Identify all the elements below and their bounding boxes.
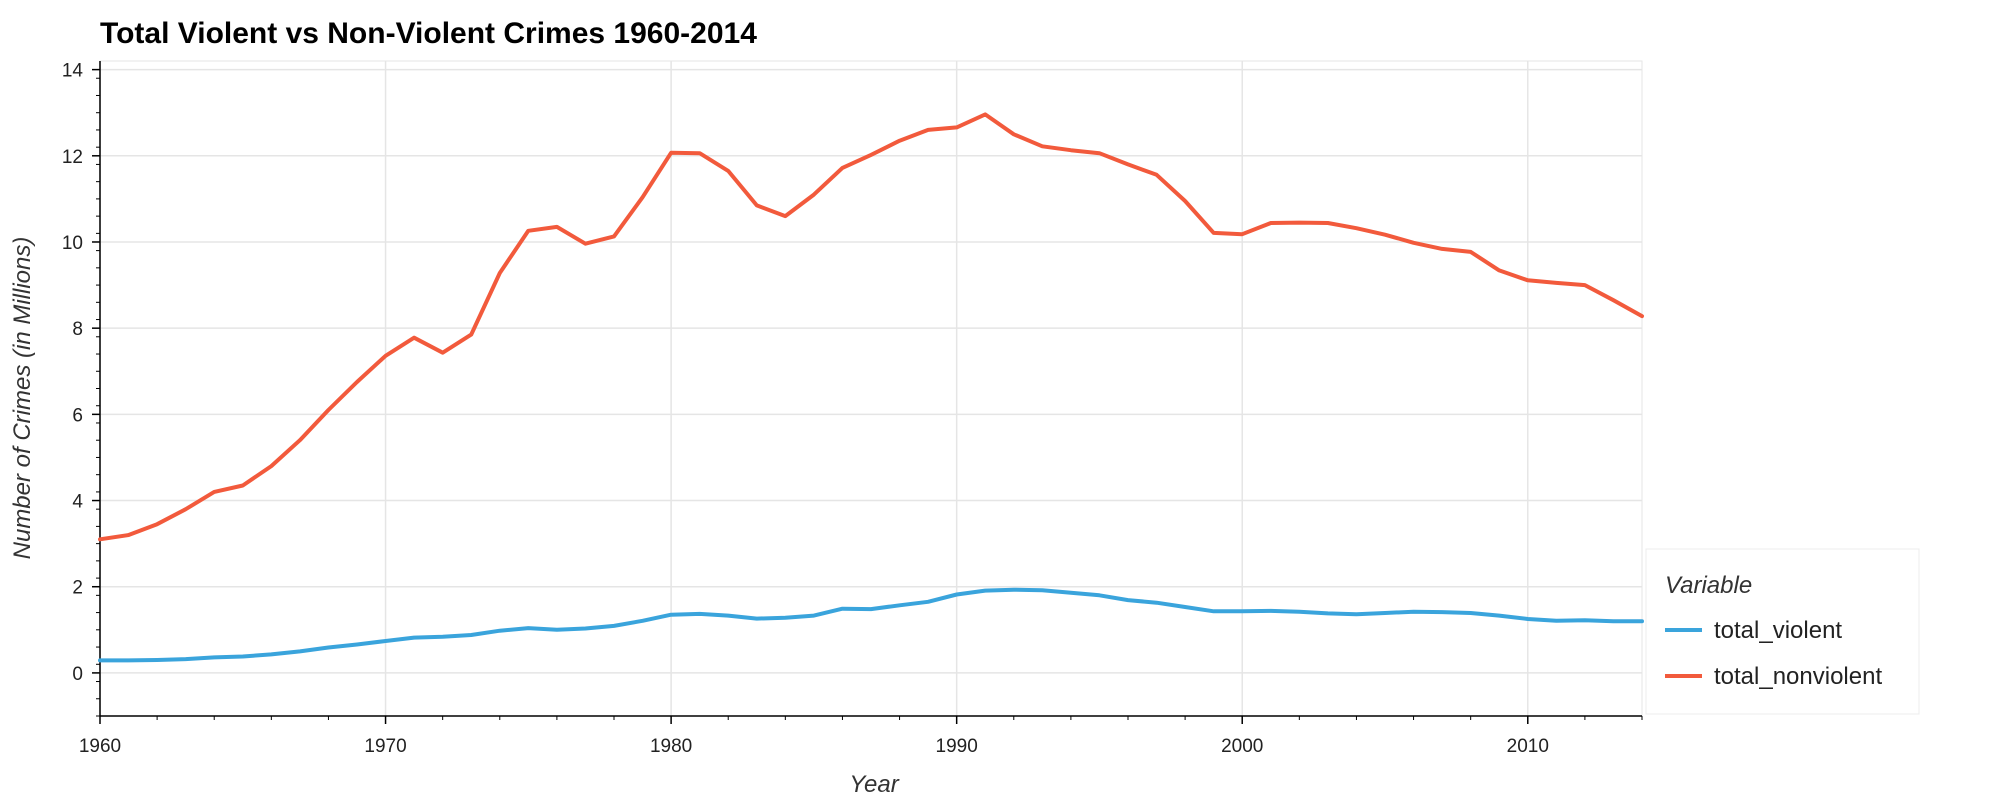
x-axis-title: Year xyxy=(849,771,899,798)
x-tick-label: 1970 xyxy=(364,736,406,757)
legend-label-total_violent: total_violent xyxy=(1714,617,1842,644)
plot-frame xyxy=(99,60,1643,717)
y-tick-label: 14 xyxy=(62,61,84,82)
x-tick-label: 1990 xyxy=(936,736,978,757)
y-tick-label: 12 xyxy=(62,147,83,168)
legend-title: Variable xyxy=(1665,572,1752,599)
x-tick-label: 1980 xyxy=(650,736,692,757)
grid xyxy=(99,60,1643,717)
y-axis-title: Number of Crimes (in Millions) xyxy=(9,237,36,560)
axes: 0 2 4 6 8 10 12 14 1960 1970 1980 1990 2000 2010 xyxy=(62,61,1643,757)
legend-label-total_nonviolent: total_nonviolent xyxy=(1714,663,1882,690)
x-tick-label: 2010 xyxy=(1507,736,1549,757)
y-tick-label: 10 xyxy=(62,233,83,254)
series-line-total_nonviolent xyxy=(98,112,1644,542)
series-line-total_violent xyxy=(98,587,1644,663)
y-tick-label: 6 xyxy=(72,405,83,426)
legend: Variable total_violent total_nonviolent xyxy=(1645,548,1920,715)
y-tick-label: 8 xyxy=(72,319,83,340)
series-lines xyxy=(98,112,1644,663)
y-tick-label: 2 xyxy=(72,578,83,599)
y-tick-label: 0 xyxy=(72,664,83,685)
y-tick-label: 4 xyxy=(72,492,83,513)
x-tick-label: 1960 xyxy=(79,736,121,757)
x-tick-label: 2000 xyxy=(1221,736,1263,757)
chart-title: Total Violent vs Non-Violent Crimes 1960… xyxy=(100,17,757,50)
